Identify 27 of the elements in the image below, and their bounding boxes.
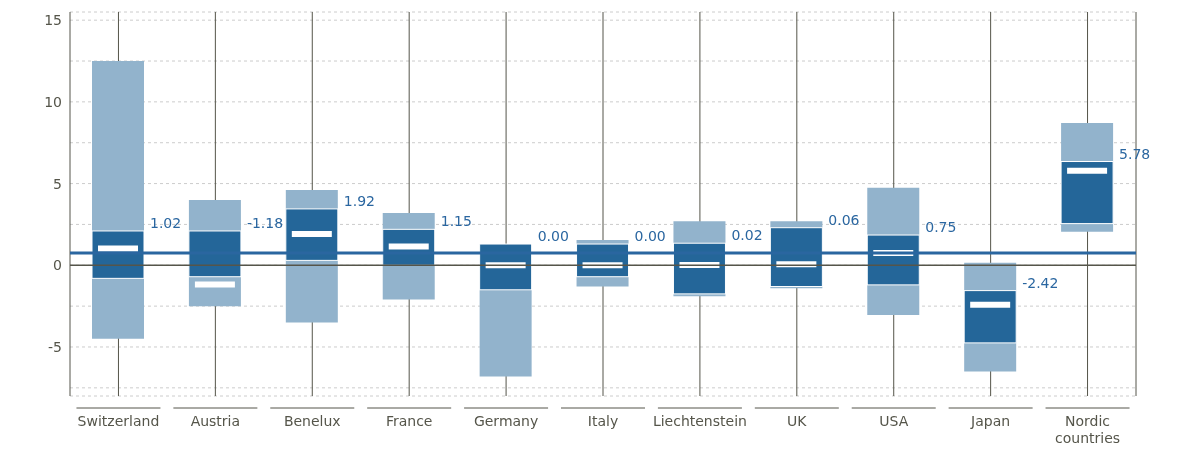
text: -1.18 xyxy=(246,214,284,231)
text: 5.78 xyxy=(1119,145,1151,162)
text: 0.02 xyxy=(731,227,763,244)
y-tick-label: -5 xyxy=(48,338,62,355)
y-tick-label: 0 xyxy=(53,257,62,274)
x-tick-label: Italy xyxy=(587,413,619,429)
x-tick-label: Benelux xyxy=(283,413,341,429)
x-tick-label: Austria xyxy=(190,413,241,429)
x-tick-label: Japan xyxy=(970,413,1011,429)
text: -2.42 xyxy=(1022,274,1059,291)
text: 0.00 xyxy=(537,228,569,245)
text: 0.06 xyxy=(828,211,860,228)
x-tick-label: Germany xyxy=(473,413,539,429)
y-tick-label: 10 xyxy=(44,93,62,110)
x-tick-label: UK xyxy=(787,413,808,429)
text: 0.75 xyxy=(925,219,957,236)
x-tick-label: Liechtenstein xyxy=(652,413,747,429)
x-tick-label: USA xyxy=(879,413,909,429)
y-tick-label: 5 xyxy=(53,175,62,192)
text: 1.02 xyxy=(150,214,182,231)
text: 0.00 xyxy=(634,228,666,245)
x-tick-label: Nordic countries xyxy=(1055,413,1121,446)
x-tick-label: France xyxy=(385,413,433,429)
y-tick-label: 15 xyxy=(44,12,62,29)
text: 1.92 xyxy=(343,192,375,209)
x-tick-label: Switzerland xyxy=(77,413,160,429)
text: 1.15 xyxy=(440,213,472,230)
